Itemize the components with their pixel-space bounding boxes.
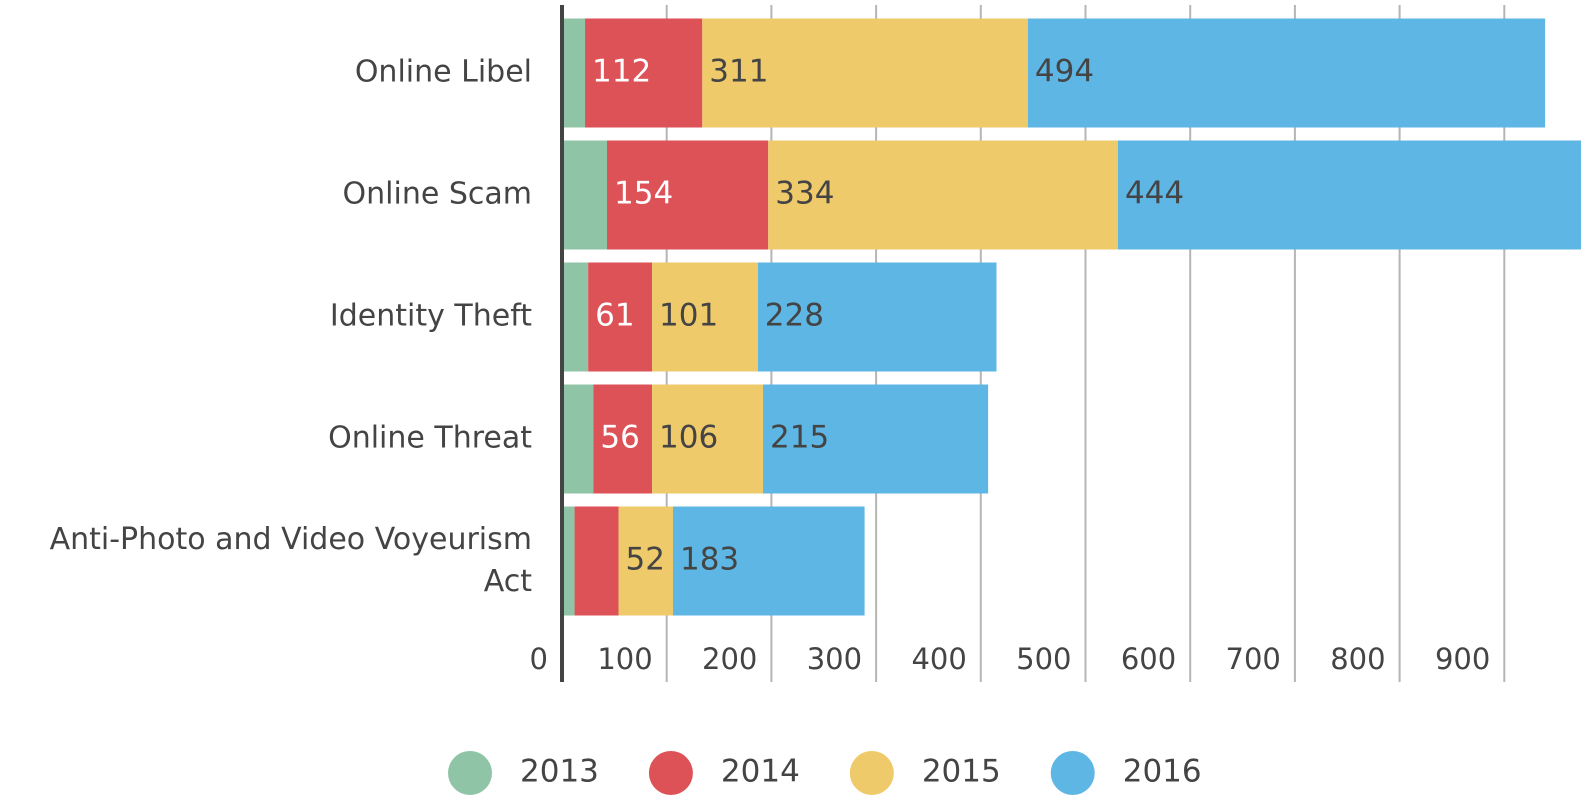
legend-label: 2016 — [1123, 754, 1202, 790]
value-label: 154 — [614, 176, 673, 212]
bar-segment — [1117, 140, 1581, 250]
value-label: 444 — [1125, 176, 1184, 212]
legend-swatch — [648, 751, 693, 795]
x-tick-label: 800 — [1330, 642, 1385, 676]
bar-segment — [593, 384, 653, 494]
bar-segment — [574, 506, 619, 616]
x-tick-label: 900 — [1435, 642, 1490, 676]
bar-segment — [652, 384, 764, 494]
x-tick-label: 300 — [807, 642, 862, 676]
x-tick-label: 700 — [1226, 642, 1281, 676]
legend-label: 2013 — [520, 754, 599, 790]
y-tick-label: Anti-Photo and Video Voyeurism Act — [50, 522, 533, 599]
value-label: 228 — [765, 298, 824, 334]
bar-segment — [562, 140, 608, 250]
y-tick-label: Online Threat — [328, 421, 532, 456]
bar-segment — [763, 384, 989, 494]
value-label: 311 — [709, 54, 768, 90]
y-tick-label: Online Libel — [355, 55, 532, 90]
bar-segment — [562, 384, 594, 494]
bar-segment — [618, 506, 673, 616]
y-tick-label: Identity Theft — [330, 299, 532, 334]
value-label: 112 — [592, 54, 651, 90]
value-label: 106 — [659, 420, 718, 456]
value-label: 101 — [659, 298, 718, 334]
x-tick-label: 200 — [702, 642, 757, 676]
legend-swatch — [448, 751, 492, 795]
legend-swatch — [1050, 751, 1095, 795]
value-label: 56 — [600, 420, 639, 456]
bar-segment — [585, 18, 703, 128]
x-tick-label: 500 — [1016, 642, 1071, 676]
x-tick-label: 400 — [911, 642, 966, 676]
legend-label: 2014 — [721, 754, 800, 790]
x-tick-label: 0 — [530, 642, 548, 676]
legend-label: 2015 — [922, 754, 1001, 790]
bar-segment — [702, 18, 1028, 128]
y-tick-label: Online Scam — [343, 177, 532, 212]
value-label: 52 — [626, 542, 665, 578]
bar-segment — [607, 140, 769, 250]
x-tick-label: 100 — [597, 642, 652, 676]
bar-segment — [672, 506, 865, 616]
legend-swatch — [849, 751, 894, 795]
value-label: 334 — [775, 176, 834, 212]
bar-segment — [562, 262, 589, 372]
value-label: 183 — [680, 542, 739, 578]
value-label: 61 — [595, 298, 634, 334]
bar-segment — [768, 140, 1118, 250]
value-label: 494 — [1035, 54, 1094, 90]
bar-segment — [1027, 18, 1546, 128]
bar-segment — [757, 262, 997, 372]
x-tick-label: 600 — [1121, 642, 1176, 676]
bar-segment — [588, 262, 653, 372]
bar-segment — [562, 18, 586, 128]
bar-segment — [652, 262, 758, 372]
bar-segment — [562, 506, 575, 616]
value-label: 215 — [770, 420, 829, 456]
